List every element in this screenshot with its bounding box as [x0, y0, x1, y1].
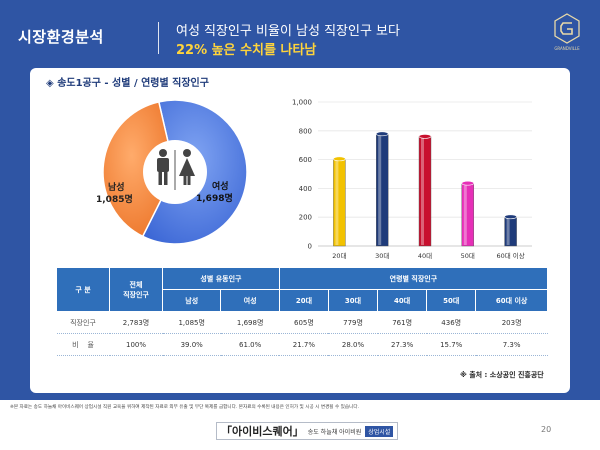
brand-tag: 상업시설	[365, 425, 394, 437]
th-50s: 50대	[426, 289, 477, 312]
logo-text: GRANDVILLE	[554, 46, 580, 51]
bar-highlight	[506, 217, 510, 245]
th-female: 여성	[220, 289, 280, 312]
th-total-line1: 전체	[129, 280, 143, 289]
gender-pie-chart: 남성 1,085명 여성 1,698명	[96, 99, 248, 245]
header-band	[0, 0, 600, 64]
table-cell: 1,698명	[220, 311, 280, 334]
table-cell: 605명	[279, 311, 329, 334]
y-tick-label: 0	[308, 243, 312, 251]
pie-label-female-name: 여성	[212, 180, 229, 192]
pie-label-male-name: 남성	[108, 181, 125, 193]
pie-slice-male	[102, 100, 176, 238]
th-40s: 40대	[377, 289, 428, 312]
bar-cap	[418, 134, 432, 139]
table-cell: 436명	[426, 311, 476, 334]
row-label: 직장인구	[56, 311, 110, 334]
female-person-icon	[179, 149, 195, 185]
brand-name: 「아이비스퀘어」	[221, 425, 304, 438]
pie-label-female-value: 1,698명	[196, 192, 233, 204]
y-tick-label: 800	[299, 127, 312, 135]
card-title: ◈ 송도1공구 - 성별 / 연령별 직장인구	[46, 74, 209, 89]
th-gubun: 구 분	[56, 267, 110, 312]
bar	[333, 158, 346, 247]
bar-highlight	[378, 134, 382, 245]
male-person-icon	[157, 149, 169, 185]
y-tick-label: 1,000	[292, 99, 312, 107]
bar-highlight	[463, 184, 467, 245]
table-cell: 39.0%	[162, 333, 221, 356]
table-cell: 100%	[109, 333, 163, 356]
table-row: 비 율 100% 39.0% 61.0% 21.7% 28.0% 27.3% 1…	[56, 333, 548, 356]
table-cell: 28.0%	[328, 333, 378, 356]
bar-highlight	[335, 159, 339, 245]
table-cell: 203명	[475, 311, 548, 334]
th-age-group: 연령별 직장인구	[278, 267, 549, 290]
bar-cap	[461, 180, 475, 186]
th-male: 남성	[161, 289, 222, 312]
x-tick-label: 20대	[332, 252, 346, 260]
section-title: 시장환경분석	[18, 28, 104, 46]
th-20s: 20대	[278, 289, 329, 312]
table-cell: 27.3%	[377, 333, 427, 356]
x-tick-label: 60대 이상	[496, 251, 524, 260]
th-30s: 30대	[327, 289, 379, 312]
bar	[504, 216, 517, 247]
x-tick-label: 30대	[375, 252, 389, 260]
y-tick-label: 200	[299, 214, 312, 222]
x-tick-label: 50대	[461, 252, 475, 260]
stats-table: 구 분 전체 직장인구 성별 유동인구 연령별 직장인구 남성 여성 20대 3…	[56, 267, 549, 356]
th-60s: 60대 이상	[475, 289, 548, 312]
table-cell: 761명	[377, 311, 427, 334]
age-bar-chart: 0 200 400 600 800 1,000 20대 30대 40대 50대 60대 이상	[292, 99, 532, 260]
table-cell: 21.7%	[279, 333, 329, 356]
bar	[461, 183, 475, 247]
card-title-text: 송도1공구 - 성별 / 연령별 직장인구	[57, 78, 209, 89]
page-number: 20	[541, 425, 552, 434]
y-tick-label: 400	[299, 185, 312, 193]
table-cell: 15.7%	[426, 333, 476, 356]
table-cell: 2,783명	[109, 311, 163, 334]
bar-highlight	[421, 137, 424, 245]
bar	[418, 136, 432, 247]
headline-line1: 여성 직장인구 비율이 남성 직장인구 보다	[176, 24, 400, 39]
footnote: ※본 자료는 송도 하늘채 아이비스퀘어 상업시설 직원 교육을 위하여 제작된…	[10, 405, 360, 410]
bar	[375, 133, 389, 247]
brand-box: 「아이비스퀘어」 송도 하늘채 아이비원 상업시설	[216, 422, 399, 440]
th-total: 전체 직장인구	[109, 267, 163, 312]
brand-logo-icon	[554, 13, 580, 44]
table-cell: 61.0%	[220, 333, 280, 356]
y-tick-label: 600	[299, 156, 312, 164]
th-gender-group: 성별 유동인구	[162, 267, 280, 290]
x-tick-label: 40대	[418, 252, 432, 260]
table-cell: 7.3%	[475, 333, 548, 356]
brand-sub: 송도 하늘채 아이비원	[307, 428, 362, 436]
th-total-line2: 직장인구	[123, 290, 149, 299]
headline-line2: 22% 높은 수치를 나타남	[176, 43, 317, 58]
header-divider	[158, 22, 159, 54]
bar-cap	[375, 131, 389, 137]
source-note: ※ 출처 : 소상공인 진흥공단	[460, 371, 544, 379]
table-cell: 1,085명	[162, 311, 221, 334]
row-label: 비 율	[56, 333, 110, 356]
table-row: 직장인구 2,783명 1,085명 1,698명 605명 779명 761명…	[56, 311, 548, 334]
pie-label-male-value: 1,085명	[96, 193, 133, 205]
diamond-bullet-icon: ◈	[46, 78, 54, 89]
bar-cap	[504, 214, 517, 220]
bar-cap	[333, 156, 346, 162]
table-cell: 779명	[328, 311, 378, 334]
